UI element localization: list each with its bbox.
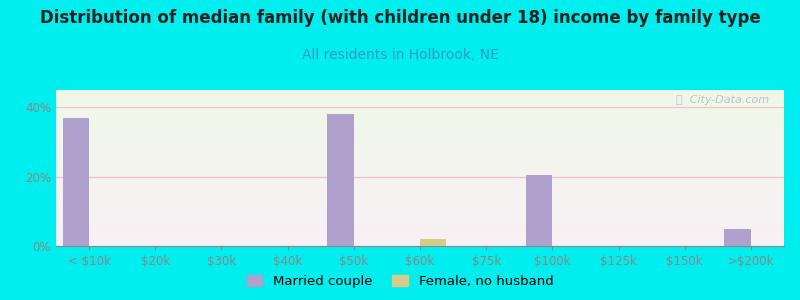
Legend: Married couple, Female, no husband: Married couple, Female, no husband	[242, 270, 558, 293]
Bar	[62, 118, 89, 246]
Bar	[327, 114, 354, 246]
Text: Distribution of median family (with children under 18) income by family type: Distribution of median family (with chil…	[40, 9, 760, 27]
Bar	[526, 175, 552, 246]
Bar	[420, 239, 446, 246]
Bar	[725, 229, 751, 246]
Text: ⓘ  City-Data.com: ⓘ City-Data.com	[676, 95, 770, 105]
Text: All residents in Holbrook, NE: All residents in Holbrook, NE	[302, 48, 498, 62]
